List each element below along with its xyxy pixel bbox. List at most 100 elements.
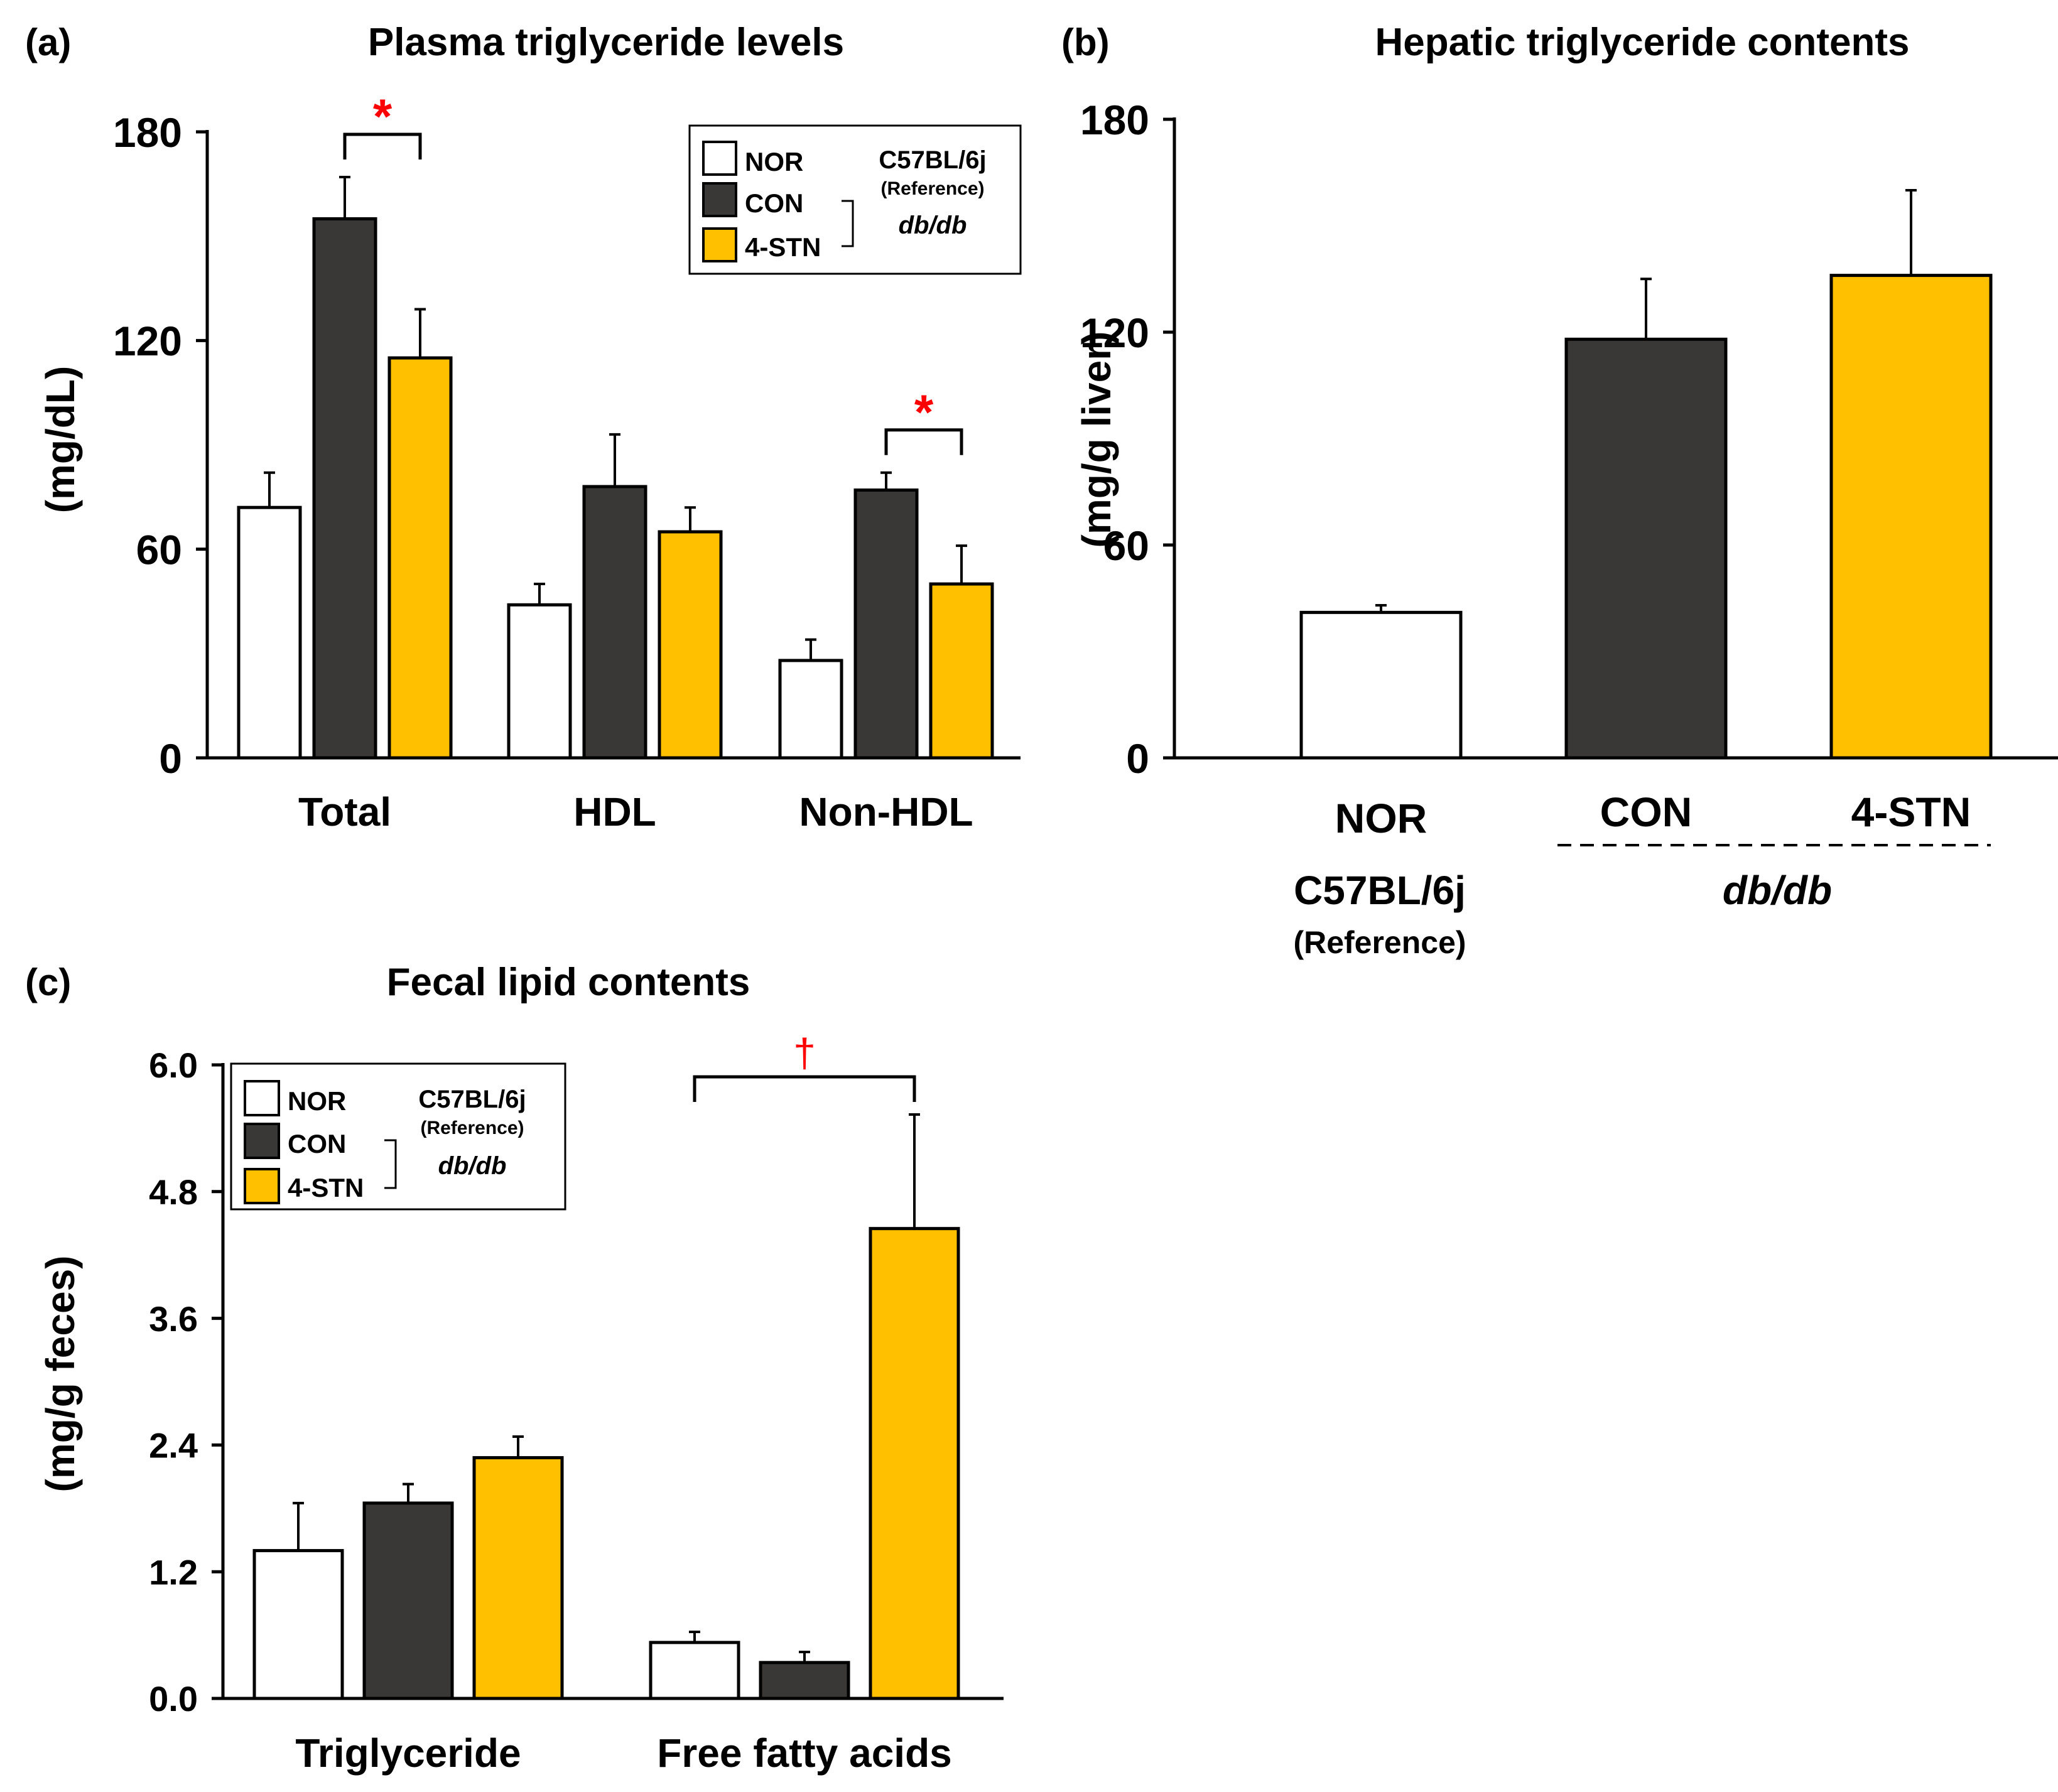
y-tick-label: 2.4 (149, 1426, 198, 1465)
panel-c-legend-frame (230, 1062, 566, 1211)
legend-a-strain1-note: (Reference) (880, 178, 984, 199)
bar-hdl-nor (507, 603, 572, 760)
legend-a-strain2: db/db (899, 212, 967, 239)
panel-b-axes (1163, 117, 2058, 760)
y-tick-label: 0 (159, 735, 182, 782)
legend-a-nor: NOR (745, 147, 803, 176)
category-label-total: Total (298, 789, 391, 834)
legend-c-swatch-nor (244, 1080, 280, 1116)
legend-a-swatch-4stn (702, 227, 737, 262)
error-bar (880, 471, 892, 490)
legend-c-bracket (384, 1139, 397, 1189)
error-bar (956, 544, 967, 585)
bar-total-nor (237, 505, 302, 760)
panel-c-title: Fecal lipid contents (387, 961, 750, 1004)
error-bar (534, 583, 545, 605)
panel-b-ytick-labels: 0 60 120 180 (1080, 97, 1149, 782)
category-label-free-fatty-acids: Free fatty acids (657, 1730, 952, 1776)
bar-4-stn (1829, 274, 1993, 760)
panel-a-ylabel: (mg/dL) (38, 366, 83, 514)
significance-bracket (343, 132, 422, 160)
legend-a-swatch-nor (702, 141, 737, 176)
legend-a-bracket (842, 200, 854, 247)
y-tick-label: 120 (113, 318, 182, 364)
legend-c-strain1-note: (Reference) (420, 1118, 524, 1138)
error-bar (414, 308, 426, 359)
y-tick-label: 4.8 (149, 1172, 198, 1212)
bar-nor (1299, 610, 1463, 760)
panel-c-legend: NOR CON 4-STN C57BL/6j (Reference) db/db (230, 1062, 566, 1211)
legend-c-4stn: 4-STN (288, 1173, 364, 1202)
panel-b-label: (b) (1061, 21, 1110, 63)
significance-marker: * (373, 89, 393, 144)
panel-c-fecal-lipid: (c) Fecal lipid contents (mg/g feces) 0.… (25, 961, 1004, 1776)
bar-free-fatty-acids-con (759, 1661, 850, 1700)
significance-marker: * (914, 384, 934, 440)
y-tick-label: 120 (1080, 310, 1149, 356)
panel-a-ytick-labels: 0 60 120 180 (113, 109, 182, 782)
legend-c-con: CON (288, 1129, 346, 1158)
panel-a-title: Plasma triglyceride levels (368, 21, 844, 64)
panel-b-hepatic-triglyceride: (b) Hepatic triglyceride contents (mg/g … (1061, 21, 2058, 960)
category-label-non-hdl: Non-HDL (799, 789, 973, 834)
bar-non-hdl-4-stn (929, 582, 994, 760)
panel-c-annotations: † (693, 1030, 916, 1103)
error-bar (293, 1501, 304, 1551)
y-tick-label: 0.0 (149, 1679, 198, 1719)
y-tick-label: 180 (113, 109, 182, 156)
bar-non-hdl-nor (778, 659, 843, 760)
panel-b-group-left: C57BL/6j (1294, 868, 1466, 913)
error-bar (1905, 189, 1917, 276)
significance-bracket (884, 428, 963, 455)
bar-total-4-stn (387, 356, 453, 760)
y-tick-label: 6.0 (149, 1045, 198, 1085)
y-tick-label: 0 (1126, 735, 1149, 782)
panel-b-group-right: db/db (1723, 868, 1832, 913)
bar-triglyceride-4-stn (472, 1456, 564, 1700)
panel-a-legend-frame (688, 124, 1022, 275)
panel-a-plasma-triglyceride: (a) Plasma triglyceride levels (mg/dL) 0… (25, 21, 1022, 834)
panel-b-group-left-note: (Reference) (1293, 925, 1466, 960)
bar-non-hdl-con (853, 488, 919, 760)
category-label-hdl: HDL (573, 789, 656, 834)
error-bar (339, 176, 350, 219)
legend-c-swatch-con (244, 1123, 280, 1159)
panel-b-ylabel: (mg/g liver) (1074, 332, 1119, 548)
panel-a-axes (196, 130, 1021, 760)
panel-a-annotations: ** (343, 89, 963, 455)
legend-a-4stn: 4-STN (745, 232, 821, 262)
legend-a-swatch-con (702, 182, 737, 217)
error-bar (403, 1482, 414, 1503)
bar-free-fatty-acids-nor (649, 1641, 740, 1700)
panel-c-category-labels: Triglyceride Free fatty acids (295, 1730, 951, 1776)
panel-c-label: (c) (25, 961, 71, 1003)
significance-marker: † (793, 1030, 816, 1076)
panel-c-axes (212, 1063, 1004, 1700)
category-label-nor: NOR (1335, 795, 1427, 841)
y-tick-label: 1.2 (149, 1552, 198, 1592)
bar-free-fatty-acids-4-stn (869, 1227, 960, 1700)
panel-a-label: (a) (25, 21, 71, 63)
legend-a-con: CON (745, 188, 803, 218)
panel-b-category-labels: NOR CON 4-STN (1335, 789, 1971, 841)
panel-a-bars (237, 176, 994, 760)
error-bar (1640, 278, 1652, 340)
error-bar (805, 638, 816, 661)
legend-c-swatch-4stn (244, 1168, 280, 1204)
panel-b-title: Hepatic triglyceride contents (1375, 21, 1909, 64)
error-bar (909, 1113, 920, 1229)
panel-c-bars (252, 1113, 960, 1700)
error-bar (689, 1631, 700, 1643)
error-bar (512, 1435, 524, 1458)
legend-c-strain1: C57BL/6j (418, 1086, 526, 1113)
y-tick-label: 180 (1080, 97, 1149, 143)
bar-con (1564, 337, 1728, 760)
bar-hdl-con (582, 485, 647, 760)
category-label-4-stn: 4-STN (1851, 789, 1971, 835)
panel-b-bars (1299, 189, 1993, 760)
panel-a-category-labels: Total HDL Non-HDL (298, 789, 973, 834)
y-tick-label: 3.6 (149, 1299, 198, 1339)
error-bar (799, 1651, 810, 1663)
error-bar (264, 471, 275, 508)
